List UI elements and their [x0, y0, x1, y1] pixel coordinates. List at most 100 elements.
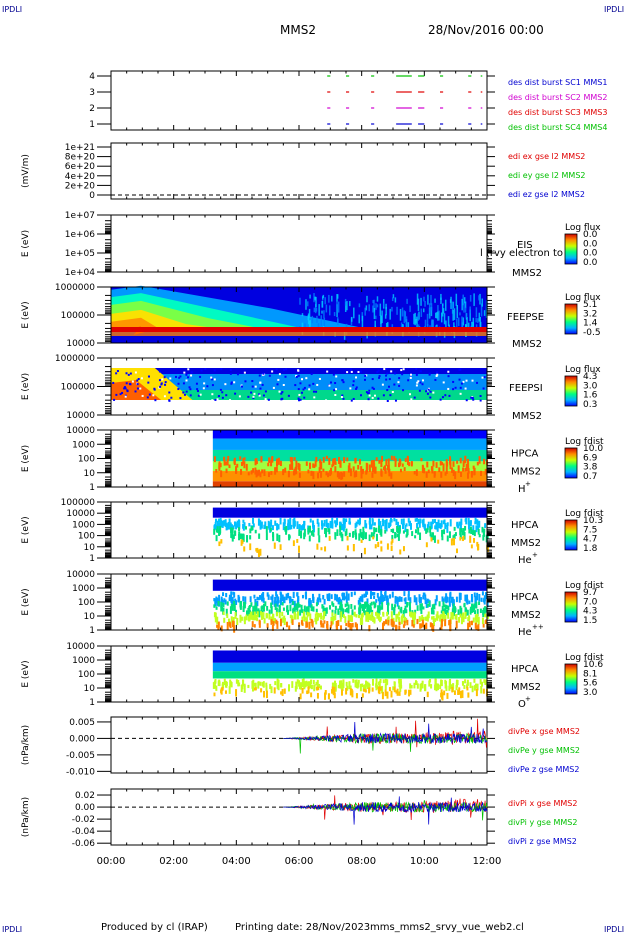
spectrogram-pixel — [258, 533, 261, 539]
spectrogram-pixel — [453, 526, 456, 531]
spectrogram-pixel — [446, 692, 449, 699]
spectrogram-pixel — [275, 619, 278, 625]
spectrogram-pixel — [427, 611, 430, 619]
spectrogram-pixel — [479, 395, 482, 398]
spectrogram-pixel — [251, 385, 254, 388]
panel-frame — [110, 716, 488, 774]
spectrogram-pixel — [297, 466, 300, 470]
spectrogram-pixel — [231, 534, 234, 539]
y-tick-label: 4 — [89, 72, 95, 82]
spectrogram-pixel — [481, 681, 484, 687]
spectrogram-pixel — [161, 378, 164, 381]
spectrogram-pixel — [384, 529, 387, 534]
spectrogram-pixel — [476, 616, 479, 620]
spectrogram-pixel — [381, 455, 384, 462]
spectrogram-pixel — [378, 605, 381, 611]
spectrogram-pixel — [254, 606, 257, 614]
spectrogram-pixel — [435, 374, 438, 377]
spectrogram-pixel — [422, 621, 425, 628]
spectrogram-pixel — [301, 609, 304, 614]
spectrogram-pixel — [462, 535, 465, 540]
spectrogram-pixel — [357, 679, 360, 684]
spectrogram-pixel — [283, 369, 286, 372]
spectrogram-pixel — [256, 611, 259, 618]
spectrogram-pixel — [360, 471, 363, 479]
spectrogram-pixel — [241, 679, 244, 686]
spectrogram-pixel — [367, 398, 370, 401]
spectrogram-pixel — [413, 471, 416, 475]
footer-produced-by: Produced by cl (IRAP) — [101, 922, 208, 933]
y-tick-label: 10000 — [66, 426, 95, 436]
spectrogram-pixel — [276, 594, 279, 599]
spectrogram-pixel — [364, 684, 367, 692]
spectrogram-pixel — [220, 601, 223, 608]
spectrogram-pixel — [426, 603, 429, 608]
spectrogram-pixel — [242, 533, 245, 538]
spectrogram-pixel — [444, 523, 447, 530]
spectrogram-pixel — [226, 601, 229, 606]
spectrogram-pixel — [424, 594, 427, 601]
spectrogram-pixel — [285, 368, 288, 371]
spectrogram-pixel — [323, 598, 326, 605]
spectrogram-pixel — [377, 608, 380, 614]
spectrogram-pixel — [213, 528, 216, 535]
spectrogram-pixel — [462, 380, 465, 383]
spectrogram-pixel — [482, 610, 485, 618]
spectrogram-pixel — [365, 469, 368, 474]
spectrogram-pixel — [255, 548, 258, 552]
spectrogram-pixel — [337, 301, 340, 313]
spectrogram-pixel — [308, 598, 311, 603]
spectrogram-pixel — [472, 530, 475, 536]
spectrogram-pixel — [231, 605, 234, 611]
spectrogram-pixel — [215, 518, 218, 523]
spectrogram-pixel — [464, 611, 467, 619]
spectrogram-pixel — [361, 604, 364, 611]
spectrogram-pixel — [378, 598, 381, 607]
spectrogram-pixel — [278, 390, 281, 393]
spectrogram-band — [212, 662, 488, 672]
spectrogram-pixel — [437, 539, 440, 544]
spectrogram-pixel — [307, 313, 310, 325]
spectrogram-pixel — [474, 517, 477, 524]
spectrogram-pixel — [419, 381, 422, 384]
spectrogram-pixel — [421, 614, 424, 620]
y-axis-label: (mV/m) — [21, 154, 31, 188]
spectrogram-pixel — [218, 541, 221, 547]
spectrogram-pixel — [400, 596, 403, 602]
spectrogram-pixel — [390, 472, 393, 479]
spectrogram-pixel — [458, 687, 461, 695]
spectrogram-pixel — [423, 467, 426, 474]
spectrogram-pixel — [359, 370, 362, 373]
spectrogram-pixel — [474, 610, 477, 615]
spectrogram-pixel — [475, 525, 478, 533]
spectrogram-pixel — [309, 600, 312, 608]
spectrogram-pixel — [484, 613, 487, 618]
spectrogram-pixel — [482, 534, 485, 541]
spectrogram-pixel — [163, 376, 166, 379]
spectrogram-pixel — [262, 597, 265, 603]
spectrogram-pixel — [276, 611, 279, 617]
spectrogram-pixel — [261, 682, 264, 687]
spectrogram-pixel — [327, 693, 330, 700]
spectrogram-pixel — [320, 470, 323, 478]
spectrogram-pixel — [381, 594, 384, 599]
spectrogram-pixel — [462, 467, 465, 472]
spectrogram-pixel — [235, 679, 238, 684]
spectrogram-pixel — [396, 688, 399, 696]
spectrogram-pixel — [371, 518, 374, 522]
spectrogram-pixel — [432, 610, 435, 615]
spectrogram-pixel — [422, 595, 425, 600]
spectrogram-pixel — [274, 596, 277, 605]
spectrogram-pixel — [281, 689, 284, 697]
spectrogram-pixel — [272, 621, 275, 626]
spectrogram-pixel — [409, 373, 412, 376]
overlay-label: l (rvy electron to — [480, 248, 563, 259]
spectrogram-pixel — [473, 685, 476, 691]
spectrogram-pixel — [454, 386, 457, 389]
spectrogram-pixel — [386, 679, 389, 685]
spectrogram-pixel — [265, 690, 268, 699]
spectrogram-pixel — [429, 622, 432, 628]
spectrogram-pixel — [230, 382, 233, 385]
spectrogram-pixel — [461, 530, 464, 536]
y-axis-label: (nPa/km) — [21, 725, 31, 765]
